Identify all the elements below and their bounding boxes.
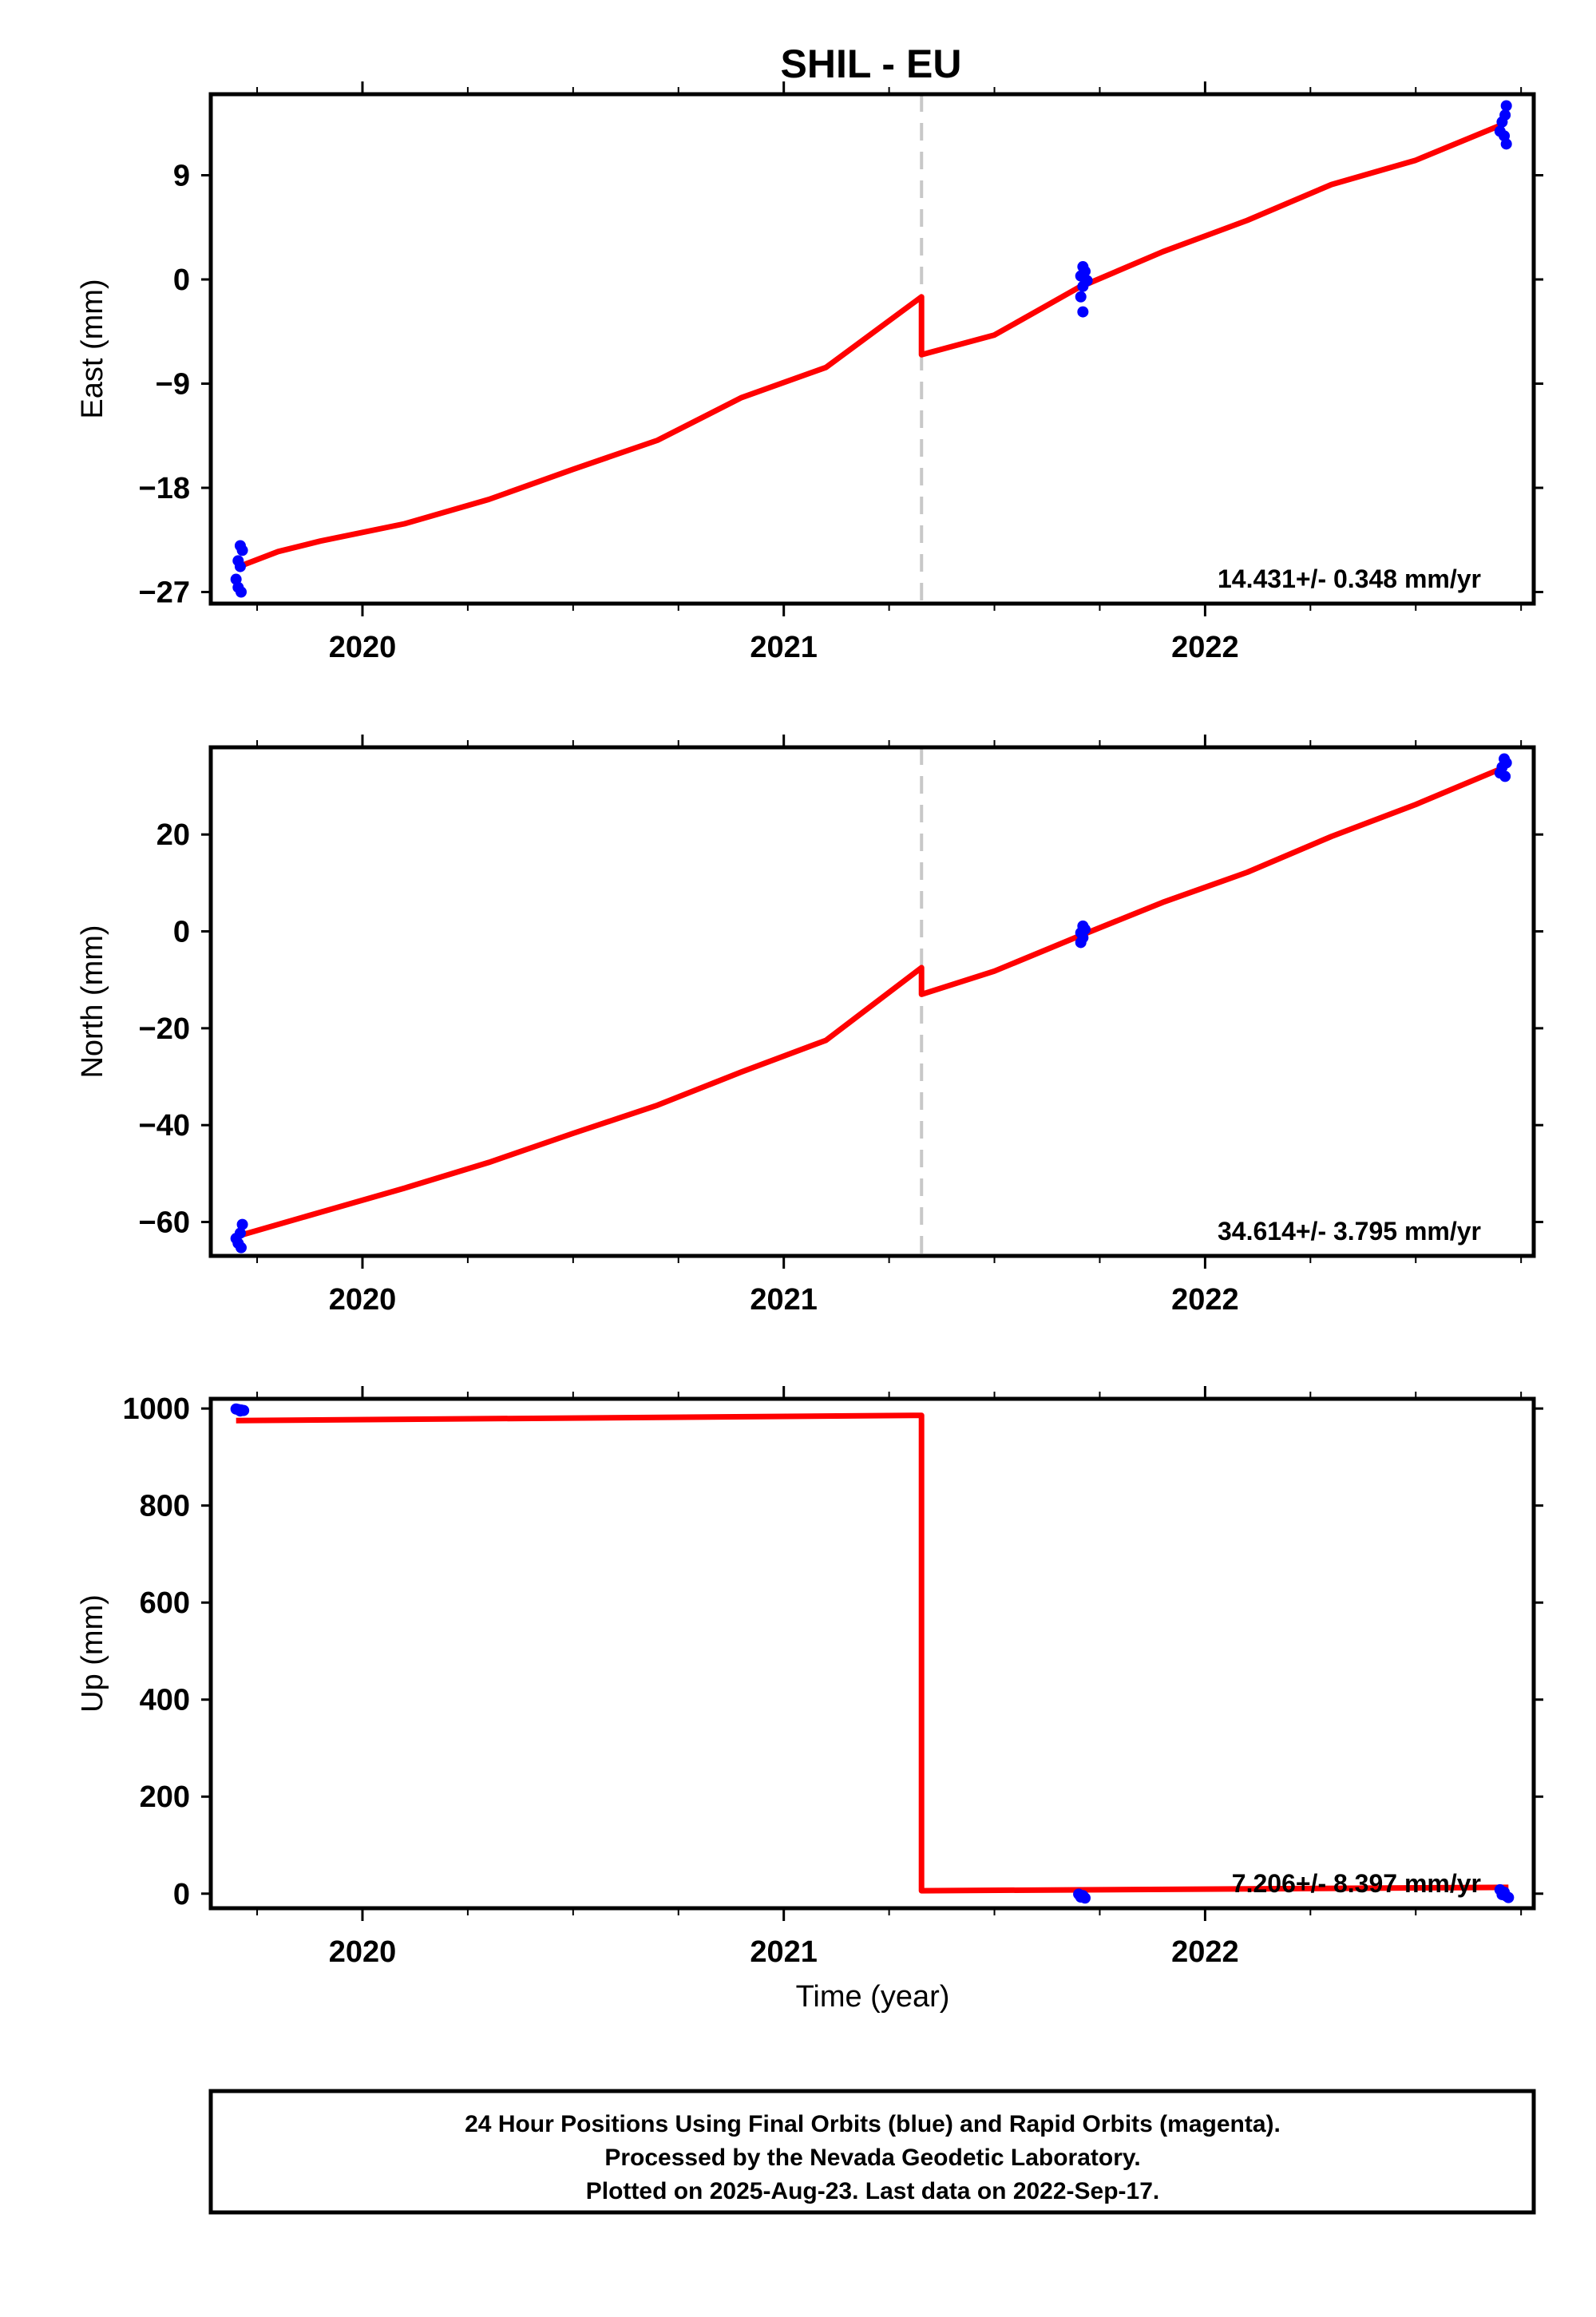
data-point-east [235,586,247,598]
footer-line-2: Processed by the Nevada Geodetic Laborat… [604,2145,1140,2171]
data-point-east [1077,306,1089,318]
model-line-north [235,766,1502,1240]
footer-line-1: 24 Hour Positions Using Final Orbits (bl… [465,2111,1281,2137]
data-point-up [1079,1892,1091,1904]
x-tick-label-east: 2021 [750,631,818,664]
data-point-up [1503,1891,1515,1903]
data-point-east [1500,138,1512,150]
x-tick-label-north: 2020 [329,1283,397,1317]
y-tick-label-up: 600 [140,1586,190,1620]
data-point-up [234,1405,246,1417]
model-line-up [236,1412,1509,1894]
footer-line-3: Plotted on 2025-Aug-23. Last data on 202… [586,2178,1160,2204]
plot-frame-north [208,745,1536,1258]
y-tick-label-up: 1000 [122,1392,190,1426]
rate-label-north: 34.614+/- 3.795 mm/yr [1218,1217,1481,1246]
panel-up: 0 200 400 600 800 1000 2020 2021 2022 Up (mm) 7.20… [76,1386,1543,1969]
chart-title: SHIL - EU [781,42,962,86]
y-tick-label-up: 200 [140,1780,190,1814]
y-tick-label-up: 800 [140,1490,190,1523]
y-tick-label-up: 400 [140,1684,190,1717]
data-point-north [1075,937,1087,949]
y-tick-label-east: 9 [173,160,190,193]
data-point-north [236,1218,248,1230]
panel-east: −27 −18 −9 0 9 2020 2021 2022 East (mm) 14.431+/-… [76,81,1543,664]
data-point-north [1499,770,1511,782]
data-point-east [1075,291,1087,303]
model-line-east [235,122,1502,571]
y-tick-label-east: 0 [173,263,190,297]
data-point-east [1496,116,1508,128]
x-tick-label-north: 2022 [1171,1283,1239,1317]
y-tick-label-east: −18 [139,472,190,505]
plot-frame-up [208,1396,1536,1911]
y-axis-label-up: Up (mm) [76,1594,109,1713]
rate-label-up: 7.206+/- 8.397 mm/yr [1232,1869,1481,1898]
data-point-east [234,560,246,572]
data-point-east [1077,280,1089,292]
x-tick-label-up: 2020 [329,1935,397,1969]
x-tick-label-east: 2022 [1171,631,1239,664]
x-tick-label-north: 2021 [750,1283,818,1317]
footer-box: 24 Hour Positions Using Final Orbits (bl… [208,2089,1536,2215]
x-axis-label: Time (year) [796,1980,950,2014]
rate-label-east: 14.431+/- 0.348 mm/yr [1218,564,1481,593]
data-point-north [235,1242,247,1254]
y-axis-label-north: North (mm) [76,925,109,1078]
y-tick-label-north: 0 [173,916,190,949]
y-tick-label-north: −60 [139,1206,190,1240]
y-tick-label-east: −9 [156,368,190,402]
panels: −27 −18 −9 0 9 2020 2021 2022 East (mm) 14.431+/-… [76,81,1543,1969]
y-tick-label-east: −27 [139,576,190,610]
x-tick-label-east: 2020 [329,631,397,664]
y-tick-label-north: 20 [156,818,190,852]
x-tick-label-up: 2021 [750,1935,818,1969]
y-tick-label-north: −40 [139,1109,190,1143]
y-tick-label-north: −20 [139,1012,190,1046]
plot-frame-east [208,92,1536,606]
data-point-east [236,545,248,556]
y-tick-label-up: 0 [173,1878,190,1911]
data-point-east [1500,100,1512,112]
x-tick-label-up: 2022 [1171,1935,1239,1969]
y-axis-label-east: East (mm) [76,279,109,418]
